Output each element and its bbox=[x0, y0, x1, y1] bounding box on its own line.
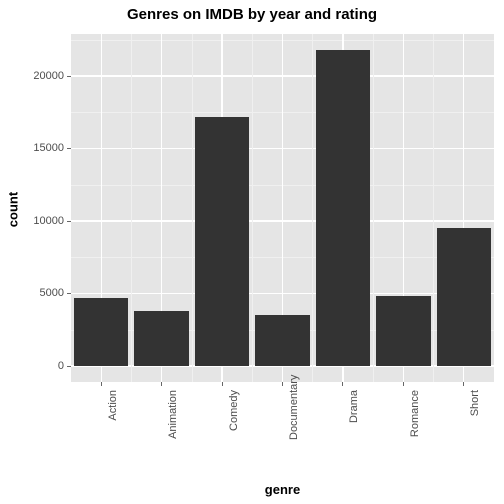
y-tick-mark bbox=[67, 293, 71, 294]
bar bbox=[437, 228, 491, 366]
y-tick-mark bbox=[67, 366, 71, 367]
bar bbox=[134, 311, 188, 366]
x-tick-mark bbox=[101, 382, 102, 386]
x-tick-mark bbox=[342, 382, 343, 386]
chart-figure: Genres on IMDB by year and rating count … bbox=[0, 0, 504, 504]
y-tick-mark bbox=[67, 76, 71, 77]
x-tick-label: Drama bbox=[348, 390, 360, 440]
chart-title: Genres on IMDB by year and rating bbox=[0, 6, 504, 23]
bar bbox=[255, 315, 309, 366]
bar bbox=[74, 298, 128, 366]
bar bbox=[376, 296, 430, 366]
x-tick-label: Documentary bbox=[288, 390, 300, 440]
grid-minor-v bbox=[312, 34, 313, 382]
y-axis-title: count bbox=[5, 35, 20, 383]
y-tick-label: 10000 bbox=[33, 215, 64, 227]
x-tick-mark bbox=[403, 382, 404, 386]
y-tick-mark bbox=[67, 221, 71, 222]
grid-minor-v bbox=[131, 34, 132, 382]
x-tick-label: Animation bbox=[167, 390, 179, 440]
x-tick-mark bbox=[222, 382, 223, 386]
x-tick-label: Comedy bbox=[228, 390, 240, 440]
y-tick-label: 5000 bbox=[40, 287, 64, 299]
x-tick-label: Romance bbox=[409, 390, 421, 440]
x-axis-title: genre bbox=[71, 482, 494, 497]
grid-minor-v bbox=[252, 34, 253, 382]
grid-minor-v bbox=[192, 34, 193, 382]
plot-panel bbox=[71, 34, 494, 382]
y-tick-label: 0 bbox=[58, 360, 64, 372]
grid-minor-v bbox=[373, 34, 374, 382]
bar bbox=[316, 50, 370, 366]
y-tick-mark bbox=[67, 148, 71, 149]
bar bbox=[195, 117, 249, 366]
y-tick-label: 15000 bbox=[33, 142, 64, 154]
y-tick-label: 20000 bbox=[33, 70, 64, 82]
x-tick-mark bbox=[282, 382, 283, 386]
x-tick-label: Action bbox=[107, 390, 119, 440]
grid-minor-v bbox=[433, 34, 434, 382]
x-tick-label: Short bbox=[469, 390, 481, 440]
x-tick-mark bbox=[463, 382, 464, 386]
x-tick-mark bbox=[161, 382, 162, 386]
